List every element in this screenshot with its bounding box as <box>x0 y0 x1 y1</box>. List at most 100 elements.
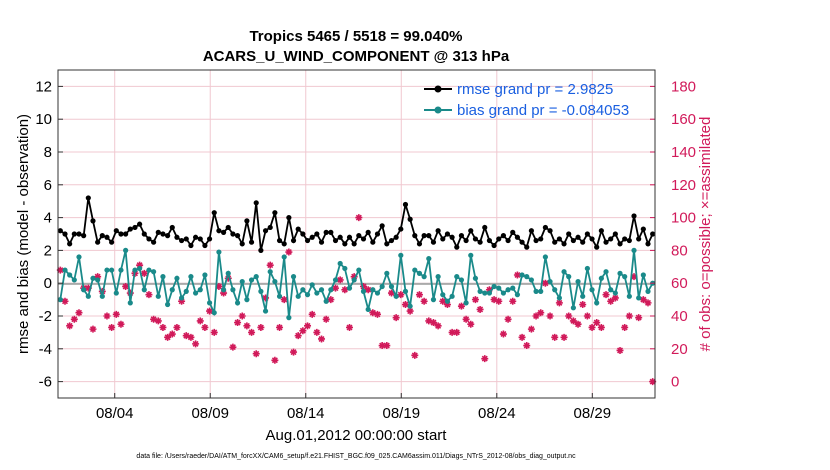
bias-point <box>155 293 161 299</box>
bias-point <box>248 277 255 283</box>
rmse-point <box>99 233 105 239</box>
rmse-point <box>151 239 157 245</box>
bias-point <box>244 297 250 303</box>
rmse-point <box>477 239 483 245</box>
bias-point <box>127 300 133 306</box>
obs-count-marker <box>145 291 153 299</box>
bias-point <box>612 290 618 296</box>
rmse-point <box>612 231 618 237</box>
obs-count-marker <box>122 282 130 290</box>
obs-count-marker <box>140 269 148 277</box>
bias-point <box>109 267 115 273</box>
bias-point <box>356 267 362 273</box>
rmse-point <box>482 224 488 231</box>
rmse-point <box>323 229 329 235</box>
bias-point <box>99 293 105 299</box>
bias-point <box>337 260 343 267</box>
rmse-point <box>598 228 604 234</box>
rmse-point <box>650 231 656 237</box>
legend: rmse grand pr = 2.9825 bias grand pr = -… <box>424 81 629 119</box>
left-axis-ticks: 12 10 8 6 4 2 0 -2 -4 -6 <box>35 78 63 391</box>
bias-point <box>211 310 217 316</box>
bias-point <box>234 300 241 306</box>
rmse-point <box>248 239 255 245</box>
obs-count-marker <box>332 284 340 292</box>
bias-point <box>262 308 269 314</box>
rmse-point <box>435 228 441 234</box>
obs-count-marker <box>168 330 176 338</box>
rmse-point <box>379 223 385 229</box>
obs-count-marker <box>56 266 64 274</box>
rmse-point <box>547 228 553 234</box>
obs-count-marker <box>75 309 83 317</box>
rmse-point <box>165 233 171 239</box>
bias-point <box>626 293 632 299</box>
rmse-point <box>314 231 320 237</box>
obs-count-marker <box>485 286 493 294</box>
obs-count-marker <box>359 282 367 290</box>
rmse-point <box>472 236 479 242</box>
bias-point <box>524 274 530 280</box>
bias-point <box>225 270 231 276</box>
bias-point <box>631 247 637 253</box>
bias-point <box>146 267 152 273</box>
rmse-point <box>188 242 194 249</box>
rmse-point <box>589 236 595 242</box>
rmse-point <box>290 237 297 244</box>
rmse-point <box>197 236 203 242</box>
left-tick-label: 2 <box>44 242 52 259</box>
rmse-point <box>300 231 306 237</box>
bias-point <box>430 297 437 303</box>
right-tick-label: 120 <box>671 177 696 194</box>
obs-count-marker <box>611 294 619 302</box>
rmse-point <box>645 241 651 247</box>
bias-point <box>81 287 87 293</box>
bias-point <box>323 298 329 304</box>
rmse-point <box>384 241 390 247</box>
bias-point <box>328 287 334 293</box>
rmse-point <box>393 234 399 240</box>
bias-point <box>165 301 171 308</box>
obs-count-marker <box>602 291 610 299</box>
rmse-point <box>57 228 63 234</box>
bias-point <box>370 287 376 293</box>
obs-count-marker <box>579 301 587 309</box>
rmse-point <box>118 231 124 237</box>
bias-point <box>342 265 348 272</box>
obs-count-marker <box>490 296 498 304</box>
obs-count-marker <box>378 342 386 350</box>
bias-point <box>318 287 325 293</box>
bias-point <box>463 300 469 306</box>
obs-count-marker <box>532 312 540 320</box>
bias-point <box>472 275 479 281</box>
obs-count-marker <box>103 312 111 320</box>
rmse-point <box>71 231 77 237</box>
x-tick-label: 08/24 <box>478 405 516 422</box>
rmse-point <box>365 229 371 235</box>
obs-count-marker <box>173 323 181 331</box>
obs-count-marker <box>164 333 172 341</box>
rmse-point <box>76 231 82 237</box>
rmse-point <box>374 231 381 237</box>
rmse-point <box>81 233 87 239</box>
bias-point <box>412 267 418 273</box>
bias-point <box>533 288 539 294</box>
bias-point <box>160 274 166 280</box>
bias-point <box>468 252 474 258</box>
obs-count-marker <box>308 310 316 318</box>
bias-point <box>85 293 91 299</box>
obs-count-marker <box>555 299 563 307</box>
bias-point <box>132 267 138 273</box>
bias-point <box>90 275 96 281</box>
bias-point <box>67 272 73 278</box>
bias-point <box>407 303 413 309</box>
left-tick-label: 10 <box>35 111 52 128</box>
rmse-point <box>95 239 101 245</box>
obs-count-marker <box>224 274 232 282</box>
rmse-point <box>594 244 600 250</box>
bias-point <box>514 292 521 298</box>
obs-count-marker <box>425 317 433 325</box>
bias-point <box>379 283 385 290</box>
obs-count-marker <box>201 323 209 331</box>
bias-point <box>137 265 143 272</box>
